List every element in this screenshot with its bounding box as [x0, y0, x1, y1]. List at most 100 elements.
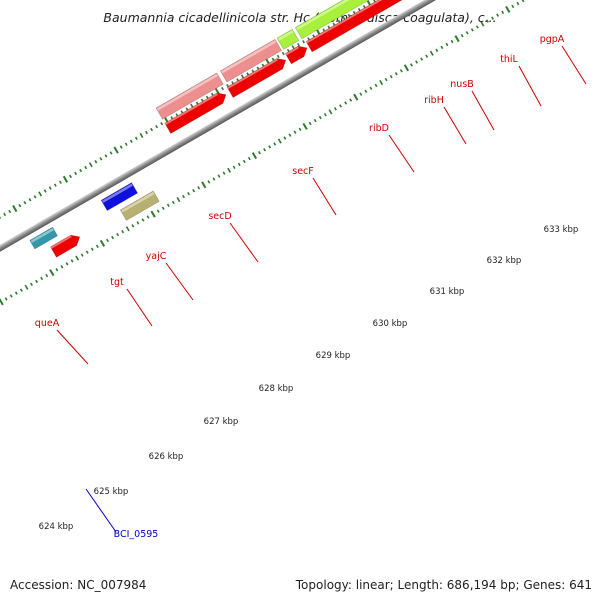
lower-tick	[136, 221, 140, 225]
upper-tick	[119, 145, 123, 149]
lower-tick	[379, 79, 384, 86]
lower-tick	[511, 4, 515, 9]
upper-tick	[23, 200, 27, 205]
lower-tick	[19, 288, 23, 292]
gene-label-thiL: thiL	[500, 54, 518, 65]
gene-secD-bar	[294, 0, 413, 40]
gene-label-secD: secD	[208, 211, 231, 222]
lower-tick	[60, 265, 64, 269]
lower-tick	[106, 238, 109, 243]
lower-tick	[176, 196, 181, 203]
upper-tick	[74, 171, 78, 176]
upper-tick	[88, 162, 93, 168]
lower-tick	[222, 171, 226, 175]
lower-tick	[435, 48, 439, 53]
scale-label-632-kbp: 632 kbp	[487, 256, 522, 266]
lower-tick	[65, 262, 69, 266]
lower-tick	[146, 215, 150, 219]
lower-tick	[415, 60, 419, 64]
gene-label-secF: secF	[292, 166, 313, 177]
leader-secD	[229, 222, 259, 263]
lower-tick	[496, 13, 500, 17]
lower-tick	[425, 54, 429, 58]
upper-tick	[38, 191, 43, 197]
upper-tick	[281, 51, 285, 56]
cds-arrow-1	[164, 92, 227, 134]
lower-tick	[251, 152, 258, 160]
lower-tick	[273, 142, 277, 146]
upper-tick	[43, 189, 47, 193]
lower-tick	[389, 74, 393, 79]
lower-tick	[201, 181, 207, 189]
lower-tick	[232, 165, 236, 170]
gene-labels: queA tgt yajC secD secF ribD ribH nusB thiL pgpA B…	[35, 34, 565, 540]
lower-tick	[75, 255, 80, 261]
lower-tick	[384, 77, 388, 82]
cds-arrow-2	[226, 58, 287, 98]
accession-text: Accession: NC_007984	[10, 578, 147, 592]
lower-tick	[328, 109, 333, 115]
scale-label-624-kbp: 624 kbp	[39, 522, 74, 532]
leader-ribH	[443, 106, 467, 145]
lower-tick	[197, 186, 201, 190]
gene-label-ribH: ribH	[424, 95, 444, 106]
lower-tick	[268, 145, 272, 149]
lower-tick	[323, 112, 327, 117]
upper-tick	[58, 180, 62, 184]
upper-tick	[3, 212, 7, 217]
gene-label-queA: queA	[35, 318, 60, 329]
genome-summary-text: Topology: linear; Length: 686,194 bp; Ge…	[295, 578, 592, 592]
lower-tick	[85, 250, 89, 254]
lower-tick	[475, 25, 479, 29]
gene-yajC-bar	[276, 28, 300, 50]
lower-tick	[9, 294, 13, 298]
lower-tick	[49, 269, 55, 277]
lower-tick	[45, 273, 49, 278]
lower-tick	[394, 72, 398, 76]
lower-tick	[182, 194, 185, 199]
lower-tick	[298, 127, 302, 132]
lower-tick	[374, 83, 378, 88]
lower-tick	[217, 174, 221, 178]
ticks-lower-scale	[0, 0, 525, 306]
upper-tick	[109, 151, 113, 155]
lower-tick	[288, 133, 292, 137]
lower-tick	[242, 159, 246, 164]
upper-tick	[129, 139, 133, 143]
scale-label-627-kbp: 627 kbp	[204, 417, 239, 427]
upper-tick	[99, 157, 103, 161]
gene-label-ribD: ribD	[369, 123, 389, 134]
lower-tick	[99, 239, 106, 247]
upper-tick	[134, 136, 138, 141]
upper-tick	[53, 183, 57, 187]
lower-tick	[349, 98, 353, 102]
lower-tick	[505, 5, 511, 13]
lower-tick	[24, 284, 29, 290]
lower-tick	[4, 297, 8, 301]
lower-tick	[486, 19, 489, 23]
leader-nusB	[471, 90, 495, 131]
scale-label-633-kbp: 633 kbp	[544, 225, 579, 235]
upper-tick	[160, 122, 164, 126]
lower-tick	[445, 42, 449, 47]
upper-tick	[28, 198, 32, 202]
lower-tick	[111, 235, 115, 240]
leader-tgt	[126, 288, 153, 327]
leader-queA	[56, 329, 89, 365]
gene-label-nusB: nusB	[450, 79, 474, 90]
lower-tick	[283, 136, 287, 140]
lower-tick	[131, 224, 135, 228]
cds-arrow-4	[305, 0, 409, 53]
scale-label-625-kbp: 625 kbp	[94, 487, 129, 497]
lower-tick	[192, 189, 196, 193]
lower-tick	[369, 86, 373, 91]
lower-tick	[429, 50, 434, 56]
lower-tick	[420, 57, 424, 61]
upper-tick	[69, 174, 72, 179]
gene-blue-small-bar	[100, 182, 138, 212]
lower-tick	[302, 122, 308, 130]
scale-label-631-kbp: 631 kbp	[430, 287, 465, 297]
lower-tick	[237, 162, 241, 167]
scale-label-626-kbp: 626 kbp	[149, 452, 184, 462]
